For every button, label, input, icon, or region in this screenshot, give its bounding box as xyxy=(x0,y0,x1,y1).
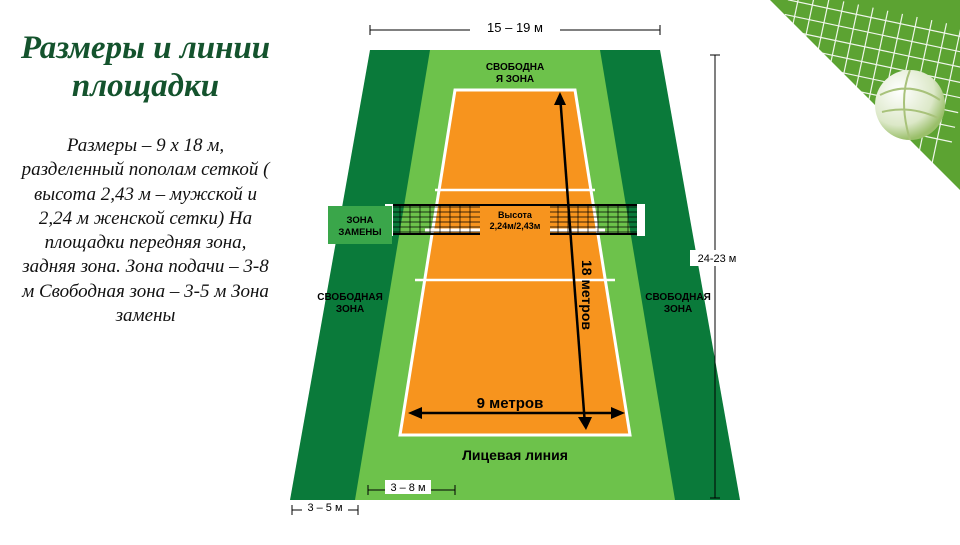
body-text: Размеры – 9 х 18 м, разделенный пополам … xyxy=(18,134,273,329)
slide: Размеры и линии площадки Размеры – 9 х 1… xyxy=(0,0,960,540)
label-baseline: Лицевая линия xyxy=(462,447,568,463)
label-width: 9 метров xyxy=(477,395,544,412)
court-diagram: 15 – 19 м xyxy=(280,0,760,540)
free-top-l2: Я ЗОНА xyxy=(496,74,534,85)
volleyball-icon xyxy=(875,70,945,140)
label-top-dim: 15 – 19 м xyxy=(487,20,543,35)
free-top-l1: СВОБОДНА xyxy=(486,62,544,73)
corner-decoration xyxy=(770,0,960,190)
sub-zone-l1: ЗОНА xyxy=(347,215,374,226)
label-length: 18 метров xyxy=(579,260,595,330)
net-height-l1: Высота xyxy=(498,210,533,220)
label-24-23: 24-23 м xyxy=(698,253,737,265)
top-dimension: 15 – 19 м xyxy=(370,18,660,36)
net-height-l2: 2,24м/2,43м xyxy=(490,221,541,231)
free-right-l1: СВОБОДНАЯ xyxy=(645,292,711,303)
free-right-l2: ЗОНА xyxy=(664,304,692,315)
text-column: Размеры и линии площадки Размеры – 9 х 1… xyxy=(18,30,273,328)
dim-3-5: 3 – 5 м xyxy=(292,500,358,515)
sub-zone-l2: ЗАМЕНЫ xyxy=(338,227,381,238)
slide-title: Размеры и линии площадки xyxy=(18,30,273,106)
court-svg: 15 – 19 м xyxy=(280,0,760,540)
free-left-l1: СВОБОДНАЯ xyxy=(317,292,383,303)
label-3-5: 3 – 5 м xyxy=(307,502,342,514)
label-3-8: 3 – 8 м xyxy=(390,482,425,494)
free-left-l2: ЗОНА xyxy=(336,304,364,315)
